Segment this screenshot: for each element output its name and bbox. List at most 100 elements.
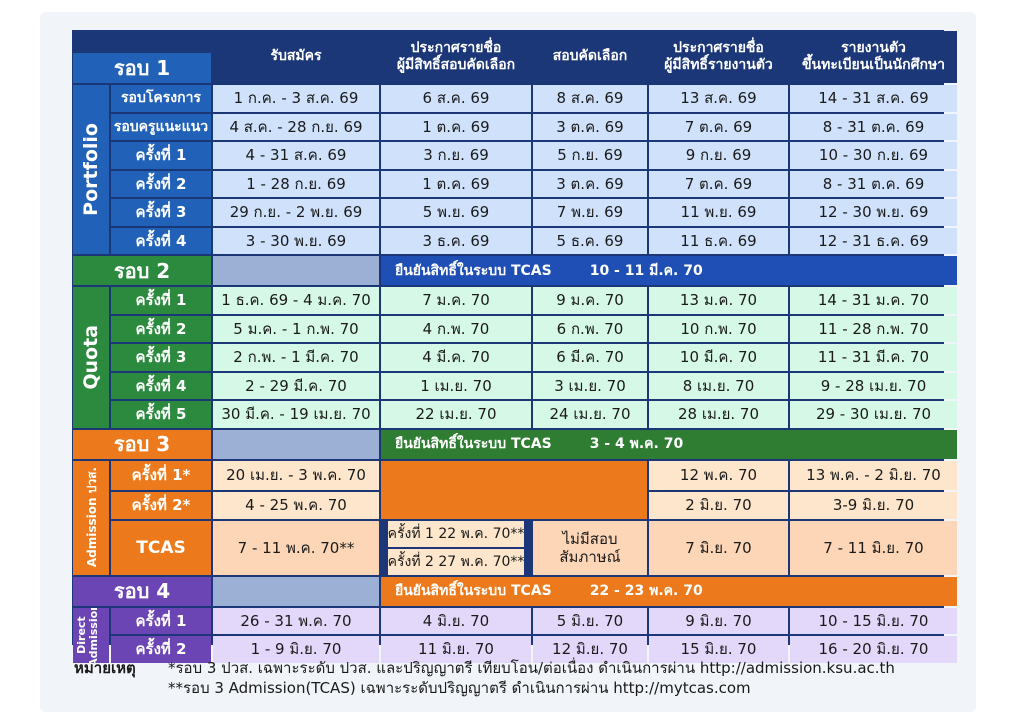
- tcas-schedule-table: รับสมัคร ประกาศรายชื่อ ผู้มีสิทธิ์สอบคัดเ…: [72, 30, 957, 663]
- r3-row2-register: 3-9 มิ.ย. 70: [790, 491, 957, 519]
- round1-side-text: Portfolio: [80, 123, 102, 216]
- round1-label: รอบ 1: [73, 53, 211, 83]
- r4-row1-register: 10 - 15 มิ.ย. 70: [790, 607, 957, 634]
- r2-row3-name: ครั้งที่ 3: [111, 344, 211, 371]
- notes-line1: *รอบ 3 ปวส. เฉพาะระดับ ปวส. และปริญญาตรี…: [168, 659, 895, 677]
- header-announce-exam-line1: ประกาศรายชื่อ: [410, 39, 502, 56]
- r1-row4-announce-report: 7 ต.ค. 69: [649, 170, 788, 197]
- r2-row2-register: 11 - 28 ก.พ. 70: [790, 315, 957, 342]
- round4-bar-spacer: [213, 576, 379, 606]
- r3-row3-sub1: ครั้งที่ 1 22 พ.ค. 70**: [387, 520, 525, 547]
- r3-row1-name: ครั้งที่ 1*: [111, 460, 211, 490]
- round4-confirm-text: ยืนยันสิทธิ์ในระบบ TCAS: [395, 583, 552, 599]
- r1-row4-apply: 1 - 28 ก.ย. 69: [213, 170, 379, 197]
- r3-row2-name: ครั้งที่ 2*: [111, 491, 211, 519]
- round4-confirm-date: 22 - 23 พ.ค. 70: [589, 583, 703, 599]
- r4-row1-announce-exam: 4 มิ.ย. 70: [381, 607, 531, 634]
- r1-row3-exam: 5 ก.ย. 69: [533, 142, 647, 169]
- r2-row1-exam: 9 ม.ค. 70: [533, 287, 647, 314]
- r3-row1-apply: 20 เม.ย. - 3 พ.ค. 70: [213, 460, 379, 490]
- header-apply: รับสมัคร: [213, 31, 379, 83]
- r1-row6-register: 12 - 31 ธ.ค. 69: [790, 227, 957, 254]
- r4-row2-register: 16 - 20 มิ.ย. 70: [790, 636, 957, 663]
- header-announce-exam-line2: ผู้มีสิทธิ์สอบคัดเลือก: [396, 57, 516, 73]
- r1-row2-apply: 4 ส.ค. - 28 ก.ย. 69: [213, 113, 379, 140]
- r1-row4-announce-exam: 1 ต.ค. 69: [381, 170, 531, 197]
- header-announce-report-line2: ผู้มีสิทธิ์รายงานตัว: [664, 57, 773, 73]
- round3-confirm-text: ยืนยันสิทธิ์ในระบบ TCAS: [395, 436, 552, 452]
- r2-row4-register: 9 - 28 เม.ย. 70: [790, 372, 957, 399]
- round3-label: รอบ 3: [73, 429, 211, 459]
- r2-row3-apply: 2 ก.พ. - 1 มี.ค. 70: [213, 344, 379, 371]
- r2-row4-name: ครั้งที่ 4: [111, 372, 211, 399]
- r2-row3-announce-report: 10 มี.ค. 70: [649, 344, 788, 371]
- header-announce-report: ประกาศรายชื่อ ผู้มีสิทธิ์รายงานตัว: [649, 31, 788, 83]
- r1-row5-register: 12 - 30 พ.ย. 69: [790, 199, 957, 226]
- r1-row1-announce-report: 13 ส.ค. 69: [649, 85, 788, 112]
- r2-row2-exam: 6 ก.พ. 70: [533, 315, 647, 342]
- r1-row2-register: 8 - 31 ต.ค. 69: [790, 113, 957, 140]
- r1-row4-name: ครั้งที่ 2: [111, 170, 211, 197]
- header-apply-label: รับสมัคร: [270, 48, 322, 65]
- r1-row3-apply: 4 - 31 ส.ค. 69: [213, 142, 379, 169]
- r1-row1-name: รอบโครงการ: [111, 85, 211, 112]
- r1-row1-exam: 8 ส.ค. 69: [533, 85, 647, 112]
- header-register-line1: รายงานตัว: [841, 39, 906, 56]
- r3-row1-register: 13 พ.ค. - 2 มิ.ย. 70: [790, 460, 957, 490]
- round4-confirm-bar: ยืนยันสิทธิ์ในระบบ TCAS 22 - 23 พ.ค. 70: [381, 576, 957, 606]
- r1-row6-announce-report: 11 ธ.ค. 69: [649, 227, 788, 254]
- r2-row3-exam: 6 มี.ค. 70: [533, 344, 647, 371]
- r2-row4-announce-report: 8 เม.ย. 70: [649, 372, 788, 399]
- header-register-line2: ขึ้นทะเบียนเป็นนักศึกษา: [801, 57, 946, 73]
- r2-row5-name: ครั้งที่ 5: [111, 401, 211, 428]
- r1-row2-name: รอบครูแนะแนว: [111, 113, 211, 140]
- r2-row2-announce-report: 10 ก.พ. 70: [649, 315, 788, 342]
- r1-row3-register: 10 - 30 ก.ย. 69: [790, 142, 957, 169]
- r3-row3-exam-line2: สัมภาษณ์: [559, 547, 621, 566]
- r3-row2-announce-report: 2 มิ.ย. 70: [649, 491, 788, 519]
- round2-bar-spacer: [213, 256, 379, 285]
- round4-label: รอบ 4: [73, 576, 211, 606]
- r4-row2-exam: 12 มิ.ย. 70: [533, 636, 647, 663]
- r1-row4-exam: 3 ต.ค. 69: [533, 170, 647, 197]
- r1-row4-register: 8 - 31 ต.ค. 69: [790, 170, 957, 197]
- r2-row2-name: ครั้งที่ 2: [111, 315, 211, 342]
- r1-row2-announce-report: 7 ต.ค. 69: [649, 113, 788, 140]
- round2-label: รอบ 2: [73, 256, 211, 285]
- r2-row1-announce-exam: 7 ม.ค. 70: [381, 287, 531, 314]
- notes-title: หมายเหตุ: [74, 659, 136, 677]
- round2-confirm-date: 10 - 11 มี.ค. 70: [589, 262, 703, 279]
- r4-row1-name: ครั้งที่ 1: [111, 607, 211, 634]
- r3-row3-exam: ไม่มีสอบ สัมภาษณ์: [533, 520, 647, 575]
- r3-blank-block: [381, 460, 647, 519]
- r1-row1-announce-exam: 6 ส.ค. 69: [381, 85, 531, 112]
- r4-row2-apply: 1 - 9 มิ.ย. 70: [213, 636, 379, 663]
- round3-bar-spacer: [213, 429, 379, 459]
- r2-row3-announce-exam: 4 มี.ค. 70: [381, 344, 531, 371]
- r3-row3-register: 7 - 11 มิ.ย. 70: [790, 520, 957, 575]
- r2-row4-exam: 3 เม.ย. 70: [533, 372, 647, 399]
- header-exam: สอบคัดเลือก: [533, 31, 647, 83]
- r2-row5-register: 29 - 30 เม.ย. 70: [790, 401, 957, 428]
- r2-row1-announce-report: 13 ม.ค. 70: [649, 287, 788, 314]
- r3-row1-announce-report: 12 พ.ค. 70: [649, 460, 788, 490]
- round1-side-label: Portfolio: [73, 85, 109, 254]
- r2-row5-apply: 30 มี.ค. - 19 เม.ย. 70: [213, 401, 379, 428]
- r3-row3-exam-line1: ไม่มีสอบ: [562, 529, 618, 548]
- r1-row1-apply: 1 ก.ค. - 3 ส.ค. 69: [213, 85, 379, 112]
- r4-row1-announce-report: 9 มิ.ย. 70: [649, 607, 788, 634]
- r3-row3-apply: 7 - 11 พ.ค. 70**: [213, 520, 379, 575]
- r4-row1-apply: 26 - 31 พ.ค. 70: [213, 607, 379, 634]
- round2-label-text: รอบ 2: [113, 258, 171, 283]
- round3-side-text: Admission ปวส.: [84, 467, 99, 568]
- r1-row1-register: 14 - 31 ส.ค. 69: [790, 85, 957, 112]
- r1-row3-announce-exam: 3 ก.ย. 69: [381, 142, 531, 169]
- r1-row3-announce-report: 9 ก.ย. 69: [649, 142, 788, 169]
- round4-label-text: รอบ 4: [113, 579, 171, 603]
- r2-row1-apply: 1 ธ.ค. 69 - 4 ม.ค. 70: [213, 287, 379, 314]
- header-register: รายงานตัว ขึ้นทะเบียนเป็นนักศึกษา: [790, 31, 957, 83]
- r4-row1-exam: 5 มิ.ย. 70: [533, 607, 647, 634]
- r3-row3-name: TCAS: [111, 520, 211, 575]
- r1-row5-announce-exam: 5 พ.ย. 69: [381, 199, 531, 226]
- r2-row5-announce-exam: 22 เม.ย. 70: [381, 401, 531, 428]
